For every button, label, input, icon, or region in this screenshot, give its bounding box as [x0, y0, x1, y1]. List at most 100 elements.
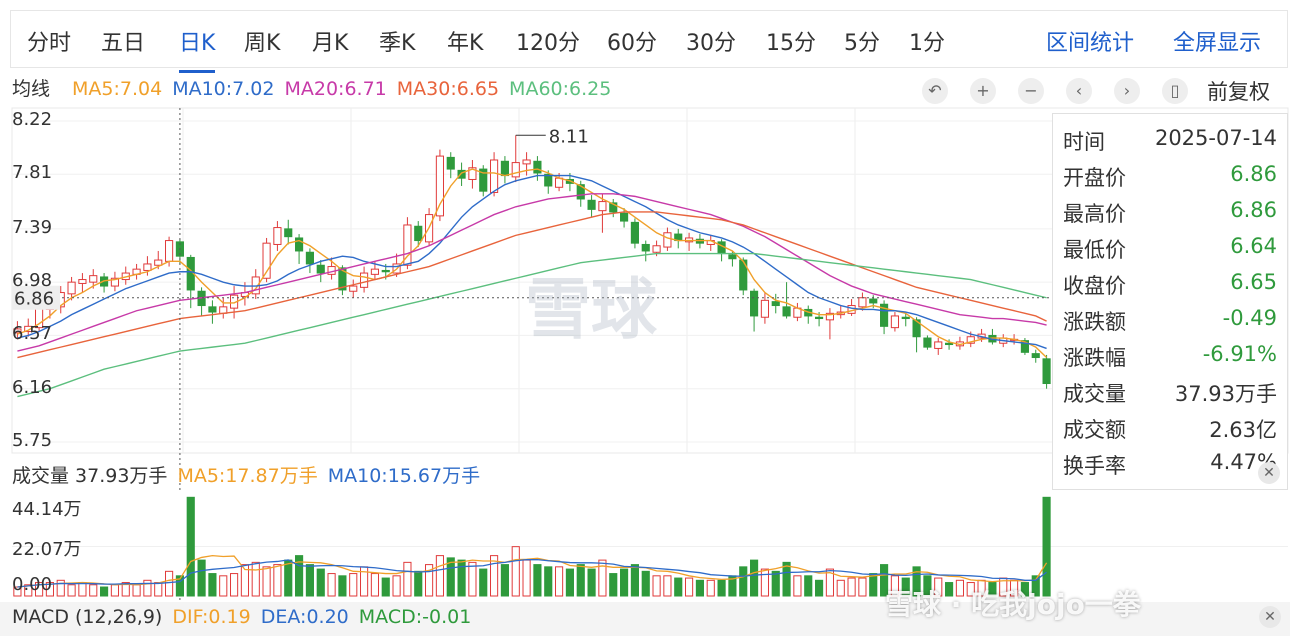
tab-1[interactable]: 五日 [101, 31, 146, 56]
tab-2[interactable]: 日K [179, 25, 216, 73]
volume-bar [782, 561, 791, 597]
candle-body [305, 251, 314, 265]
volume-bar [186, 496, 195, 597]
volume-tick-label: 0.00 [12, 574, 53, 595]
volume-bar [100, 586, 109, 597]
volume-bar [262, 566, 271, 597]
fullscreen-link[interactable]: 全屏显示 [1173, 31, 1262, 56]
watermark-corner: 雪球 · 吃我jojo一拳 [885, 588, 1141, 621]
candle-body [880, 303, 889, 327]
candle-body [663, 232, 672, 248]
volume-tick-label: 22.07万 [12, 539, 82, 560]
tab-8[interactable]: 60分 [607, 31, 657, 56]
candle-body [945, 342, 954, 346]
volume-bar [793, 575, 802, 597]
info-key: 收盘价 [1063, 274, 1126, 298]
ma-line-ma10 [17, 174, 1047, 350]
tab-10[interactable]: 15分 [766, 31, 816, 56]
volume-bar [381, 577, 390, 597]
volume-bar [685, 577, 694, 597]
volume-bar [89, 584, 98, 597]
zoom-in-icon[interactable]: + [970, 78, 996, 104]
volume-bar [78, 582, 87, 597]
range-stats-link[interactable]: 区间统计 [1046, 31, 1135, 56]
tab-5[interactable]: 季K [379, 31, 416, 56]
tab-4[interactable]: 月K [312, 31, 349, 56]
tab-3[interactable]: 周K [244, 31, 281, 56]
candle-body [338, 267, 347, 291]
volume-bar [511, 546, 520, 597]
chevron-left-icon[interactable]: ‹ [1066, 78, 1092, 104]
candle-body [316, 264, 325, 274]
volume-bar [414, 570, 423, 597]
tab-12[interactable]: 1分 [909, 31, 945, 56]
candle-body [479, 168, 488, 192]
zoom-out-icon[interactable]: − [1018, 78, 1044, 104]
volume-bar [121, 582, 130, 597]
price-tick-label: 7.39 [12, 216, 53, 238]
info-value: 6.86 [1230, 198, 1277, 222]
info-row: 涨跌幅 -6.91% [1063, 336, 1277, 372]
candle-body [934, 341, 943, 349]
candle-icon[interactable]: ▯ [1162, 78, 1188, 104]
volume-bar [35, 582, 44, 597]
volume-bar [457, 559, 466, 597]
volume-bar [197, 559, 206, 597]
adjust-mode-dropdown[interactable]: 前复权 [1207, 80, 1270, 104]
candle-body [739, 259, 748, 291]
volume-bar [880, 564, 889, 597]
chevron-right-icon[interactable]: › [1114, 78, 1140, 104]
volume-bar [154, 582, 163, 597]
volume-bar [760, 568, 769, 597]
price-tick-label: 6.16 [12, 376, 53, 398]
crosshair-price-bg [12, 285, 60, 310]
volume-bar [251, 561, 260, 597]
tab-6[interactable]: 年K [447, 31, 484, 56]
candle-body [468, 167, 477, 180]
tab-7[interactable]: 120分 [516, 31, 580, 56]
candle-body [641, 243, 650, 252]
close-info-icon[interactable]: ✕ [1258, 462, 1280, 484]
info-value: 6.86 [1230, 162, 1277, 186]
volume-bar [804, 575, 813, 597]
candle-body [295, 237, 304, 252]
volume-bar [955, 579, 964, 597]
ma-legend: 均线 MA5:7.04 MA10:7.02 MA20:6.71 MA30:6.65 MA6… [12, 74, 621, 102]
candle-body [262, 242, 271, 279]
volume-bar [316, 568, 325, 597]
info-key: 时间 [1063, 130, 1105, 154]
macd-legend-item: DIF:0.19 [172, 606, 251, 628]
volume-bar [110, 584, 119, 597]
candle-body [598, 201, 607, 212]
volume-bar [1020, 582, 1029, 597]
candle-body [815, 316, 824, 320]
candle-body [771, 301, 780, 307]
tab-11[interactable]: 5分 [844, 31, 880, 56]
candle-body [435, 155, 444, 217]
info-value: 6.64 [1230, 234, 1277, 258]
volume-bar [966, 582, 975, 597]
tab-0[interactable]: 分时 [27, 31, 72, 56]
ma-line-ma60 [17, 252, 1047, 398]
volume-bar [923, 575, 932, 597]
volume-bar [695, 579, 704, 597]
volume-bar [912, 566, 921, 597]
info-row: 成交额 2.63亿 [1063, 408, 1277, 444]
close-macd-icon[interactable]: ✕ [1259, 606, 1281, 628]
volume-bar [641, 570, 650, 597]
volume-bar [165, 570, 174, 597]
candle-body [522, 159, 531, 165]
info-row: 时间 2025-07-14 [1063, 120, 1277, 156]
candle-body [360, 272, 369, 288]
crosshair-price-label: 6.86 [14, 289, 54, 310]
tab-9[interactable]: 30分 [686, 31, 736, 56]
price-tick-label: 8.22 [12, 109, 53, 130]
info-row: 最高价 6.86 [1063, 192, 1277, 228]
volume-bar [24, 584, 33, 597]
volume-legend-item: MA10:15.67万手 [327, 465, 481, 487]
info-row: 开盘价 6.86 [1063, 156, 1277, 192]
candle-body [89, 275, 98, 283]
candle-body [403, 224, 412, 266]
candle-body [825, 312, 834, 321]
undo-icon[interactable]: ↶ [922, 78, 948, 104]
